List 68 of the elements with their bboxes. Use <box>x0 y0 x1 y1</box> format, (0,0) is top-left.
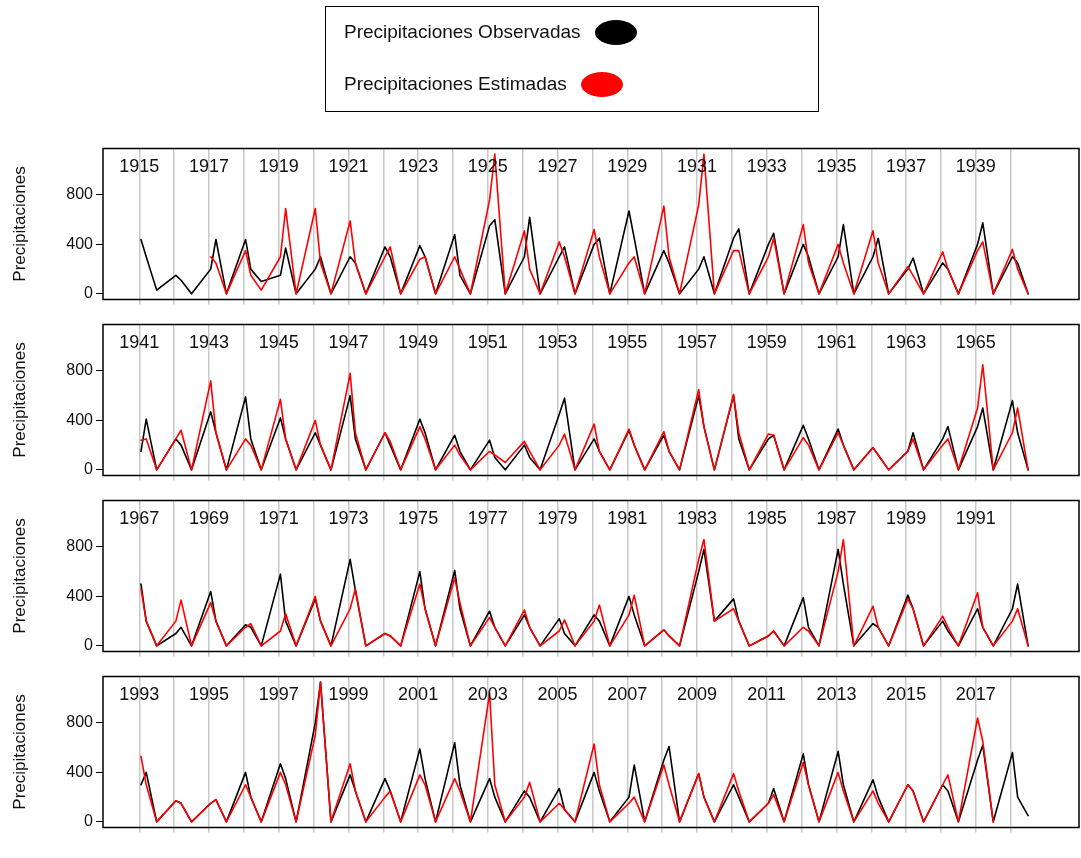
x-tick-label: 1981 <box>607 507 648 528</box>
x-tick-label: 1961 <box>816 331 857 352</box>
y-tick-label: 800 <box>66 185 94 203</box>
y-axis-title: Precipitaciones <box>9 166 29 282</box>
x-tick-label: 1971 <box>258 507 299 528</box>
x-tick-label: 1995 <box>188 683 229 704</box>
x-tick-label: 1917 <box>188 155 229 176</box>
x-tick-label: 1959 <box>746 331 787 352</box>
legend-label: Precipitaciones Observadas <box>344 21 581 43</box>
x-tick-label: 1989 <box>886 507 927 528</box>
x-tick-label: 1953 <box>537 331 578 352</box>
y-tick-label: 800 <box>66 713 94 731</box>
x-tick-label: 1955 <box>607 331 648 352</box>
y-axis-title: Precipitaciones <box>9 694 29 810</box>
x-tick-label: 2009 <box>676 683 717 704</box>
y-tick-label: 800 <box>66 361 94 379</box>
x-tick-label: 1967 <box>119 507 160 528</box>
x-tick-label: 1941 <box>119 331 160 352</box>
x-tick-label: 1957 <box>676 331 717 352</box>
x-tick-label: 1963 <box>886 331 927 352</box>
x-tick-label: 1979 <box>537 507 578 528</box>
x-tick-label: 1965 <box>955 331 996 352</box>
x-tick-label: 1969 <box>188 507 229 528</box>
x-tick-label: 1945 <box>258 331 299 352</box>
x-tick-label: 1937 <box>886 155 927 176</box>
x-tick-label: 1975 <box>398 507 439 528</box>
y-tick-label: 0 <box>84 636 94 654</box>
x-tick-label: 1951 <box>467 331 508 352</box>
x-tick-label: 1933 <box>746 155 787 176</box>
y-tick-label: 0 <box>84 284 94 302</box>
x-tick-label: 1921 <box>328 155 369 176</box>
x-tick-label: 1993 <box>119 683 160 704</box>
x-tick-label: 1927 <box>537 155 578 176</box>
x-tick-label: 1973 <box>328 507 369 528</box>
x-tick-label: 1915 <box>119 155 160 176</box>
y-tick-label: 400 <box>66 410 94 428</box>
x-tick-label: 2011 <box>747 683 787 704</box>
x-tick-label: 1999 <box>328 683 369 704</box>
x-tick-label: 1943 <box>188 331 229 352</box>
x-tick-label: 1983 <box>676 507 717 528</box>
y-axis-title: Precipitaciones <box>9 518 29 634</box>
y-tick-label: 0 <box>84 460 94 478</box>
x-tick-label: 1935 <box>816 155 857 176</box>
x-tick-label: 1997 <box>258 683 299 704</box>
y-axis-title: Precipitaciones <box>9 342 29 458</box>
x-tick-label: 1939 <box>955 155 996 176</box>
x-tick-label: 2017 <box>955 683 996 704</box>
x-tick-label: 2015 <box>886 683 927 704</box>
y-tick-label: 400 <box>66 234 94 252</box>
x-tick-label: 2003 <box>467 683 508 704</box>
x-tick-label: 1987 <box>816 507 857 528</box>
x-tick-label: 1985 <box>746 507 787 528</box>
y-tick-label: 800 <box>66 537 94 555</box>
x-tick-label: 1919 <box>258 155 299 176</box>
x-tick-label: 2005 <box>537 683 578 704</box>
y-tick-label: 400 <box>66 762 94 780</box>
legend-label: Precipitaciones Estimadas <box>344 73 567 95</box>
x-tick-label: 1923 <box>398 155 439 176</box>
x-tick-label: 1947 <box>328 331 369 352</box>
x-tick-label: 2001 <box>398 683 439 704</box>
x-tick-label: 2007 <box>607 683 648 704</box>
x-tick-label: 1977 <box>467 507 508 528</box>
x-tick-label: 2013 <box>816 683 857 704</box>
y-tick-label: 400 <box>66 586 94 604</box>
y-tick-label: 0 <box>84 812 94 830</box>
x-tick-label: 1949 <box>398 331 439 352</box>
x-tick-label: 1929 <box>607 155 648 176</box>
x-tick-label: 1991 <box>955 507 996 528</box>
